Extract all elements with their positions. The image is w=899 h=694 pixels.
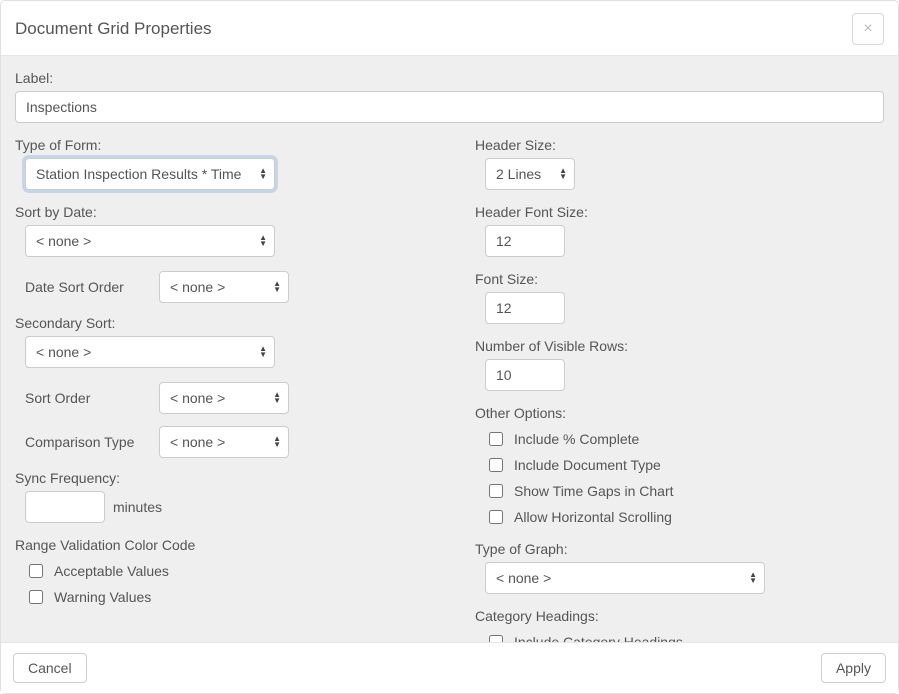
type-of-graph-label: Type of Graph:	[475, 541, 855, 557]
header-size-group: Header Size: 2 Lines ▲▼	[475, 137, 855, 190]
font-size-input[interactable]	[485, 292, 565, 324]
label-field-label: Label:	[15, 70, 884, 86]
category-headings-group: Category Headings: Include Category Head…	[475, 608, 855, 642]
sort-order-label: Sort Order	[25, 390, 145, 406]
sort-order-row: Sort Order < none > ▲▼	[15, 382, 435, 414]
show-time-gaps-row: Show Time Gaps in Chart	[485, 481, 855, 501]
include-category-headings-checkbox[interactable]	[489, 635, 503, 642]
form-columns: Type of Form: Station Inspection Results…	[15, 137, 884, 642]
dialog-title: Document Grid Properties	[15, 19, 212, 39]
cancel-button[interactable]: Cancel	[13, 653, 87, 683]
secondary-sort-label: Secondary Sort:	[15, 315, 435, 331]
header-font-size-label: Header Font Size:	[475, 204, 855, 220]
date-sort-order-select-wrap: < none > ▲▼	[159, 271, 289, 303]
other-options-heading: Other Options:	[475, 405, 855, 421]
show-time-gaps-label: Show Time Gaps in Chart	[514, 483, 674, 499]
secondary-sort-select-wrap: < none > ▲▼	[25, 336, 275, 368]
visible-rows-input[interactable]	[485, 359, 565, 391]
font-size-label: Font Size:	[475, 271, 855, 287]
sort-by-date-group: Sort by Date: < none > ▲▼	[15, 204, 435, 257]
comparison-type-label: Comparison Type	[25, 434, 145, 450]
range-validation-heading: Range Validation Color Code	[15, 537, 435, 553]
visible-rows-group: Number of Visible Rows:	[475, 338, 855, 391]
include-document-type-row: Include Document Type	[485, 455, 855, 475]
comparison-type-select-wrap: < none > ▲▼	[159, 426, 289, 458]
include-document-type-label: Include Document Type	[514, 457, 661, 473]
sort-order-select[interactable]: < none >	[159, 382, 289, 414]
type-of-graph-select[interactable]: < none >	[485, 562, 765, 594]
dialog-footer: Cancel Apply	[1, 642, 898, 693]
close-button[interactable]: ×	[852, 13, 884, 45]
warning-values-label: Warning Values	[54, 589, 151, 605]
allow-horizontal-scrolling-row: Allow Horizontal Scrolling	[485, 507, 855, 527]
label-group: Label:	[15, 70, 884, 123]
acceptable-values-checkbox[interactable]	[29, 564, 43, 578]
font-size-group: Font Size:	[475, 271, 855, 324]
header-size-select-wrap: 2 Lines ▲▼	[485, 158, 575, 190]
allow-horizontal-scrolling-label: Allow Horizontal Scrolling	[514, 509, 672, 525]
date-sort-order-row: Date Sort Order < none > ▲▼	[15, 271, 435, 303]
comparison-type-select[interactable]: < none >	[159, 426, 289, 458]
type-of-graph-group: Type of Graph: < none > ▲▼	[475, 541, 855, 594]
warning-values-row: Warning Values	[25, 587, 435, 607]
include-percent-complete-row: Include % Complete	[485, 429, 855, 449]
type-of-graph-select-wrap: < none > ▲▼	[485, 562, 765, 594]
acceptable-values-label: Acceptable Values	[54, 563, 169, 579]
other-options-group: Other Options: Include % Complete Includ…	[475, 405, 855, 527]
date-sort-order-select[interactable]: < none >	[159, 271, 289, 303]
sort-by-date-select[interactable]: < none >	[25, 225, 275, 257]
document-grid-properties-dialog: Document Grid Properties × Label: Type o…	[0, 0, 899, 694]
include-category-headings-label: Include Category Headings	[514, 634, 683, 642]
warning-values-checkbox[interactable]	[29, 590, 43, 604]
type-of-form-select-wrap: Station Inspection Results * Time Se ▲▼	[25, 158, 275, 190]
include-percent-complete-checkbox[interactable]	[489, 432, 503, 446]
sync-frequency-unit: minutes	[113, 499, 162, 515]
type-of-form-group: Type of Form: Station Inspection Results…	[15, 137, 435, 190]
header-font-size-group: Header Font Size:	[475, 204, 855, 257]
sync-frequency-input[interactable]	[25, 491, 105, 523]
dialog-header: Document Grid Properties ×	[1, 1, 898, 56]
label-input[interactable]	[15, 91, 884, 123]
sort-by-date-select-wrap: < none > ▲▼	[25, 225, 275, 257]
dialog-body: Label: Type of Form: Station Inspection …	[1, 56, 898, 642]
acceptable-values-row: Acceptable Values	[25, 561, 435, 581]
allow-horizontal-scrolling-checkbox[interactable]	[489, 510, 503, 524]
show-time-gaps-checkbox[interactable]	[489, 484, 503, 498]
close-icon: ×	[863, 21, 872, 37]
sort-order-select-wrap: < none > ▲▼	[159, 382, 289, 414]
category-headings-heading: Category Headings:	[475, 608, 855, 624]
visible-rows-label: Number of Visible Rows:	[475, 338, 855, 354]
type-of-form-select[interactable]: Station Inspection Results * Time Se	[25, 158, 275, 190]
date-sort-order-label: Date Sort Order	[25, 279, 145, 295]
comparison-type-row: Comparison Type < none > ▲▼	[15, 426, 435, 458]
type-of-form-label: Type of Form:	[15, 137, 435, 153]
sort-by-date-label: Sort by Date:	[15, 204, 435, 220]
header-size-select[interactable]: 2 Lines	[485, 158, 575, 190]
header-font-size-input[interactable]	[485, 225, 565, 257]
secondary-sort-group: Secondary Sort: < none > ▲▼	[15, 315, 435, 368]
include-category-headings-row: Include Category Headings	[485, 632, 855, 642]
left-column: Type of Form: Station Inspection Results…	[15, 137, 435, 642]
apply-button[interactable]: Apply	[821, 653, 886, 683]
header-size-label: Header Size:	[475, 137, 855, 153]
sync-frequency-label: Sync Frequency:	[15, 470, 435, 486]
range-validation-group: Range Validation Color Code Acceptable V…	[15, 537, 435, 607]
right-column: Header Size: 2 Lines ▲▼ Header Font Size…	[475, 137, 855, 642]
include-document-type-checkbox[interactable]	[489, 458, 503, 472]
sync-frequency-group: Sync Frequency: minutes	[15, 470, 435, 523]
include-percent-complete-label: Include % Complete	[514, 431, 639, 447]
secondary-sort-select[interactable]: < none >	[25, 336, 275, 368]
